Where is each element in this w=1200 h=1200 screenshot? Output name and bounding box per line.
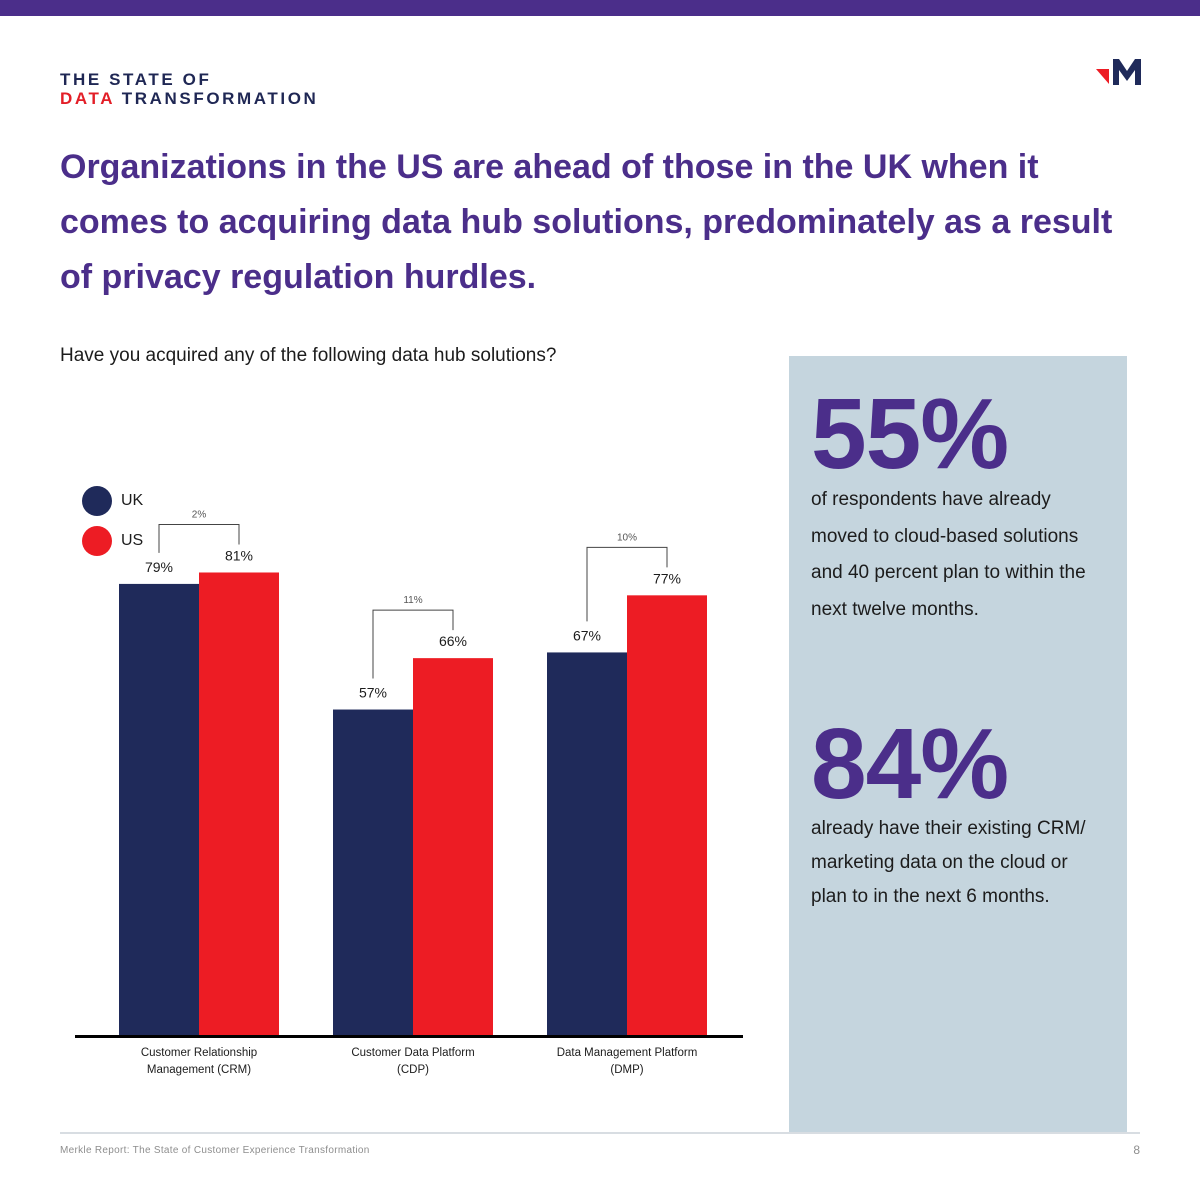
chart-plot: 79% 81% 2% Customer Relationship Management … xyxy=(75,509,743,1076)
stat-text-line: next twelve months. xyxy=(811,598,979,620)
brand-line-1: THE STATE OF xyxy=(60,70,212,89)
footer-divider xyxy=(60,1132,1140,1134)
brand-rest: TRANSFORMATION xyxy=(114,89,319,108)
stat-text-line: of respondents have already xyxy=(811,489,1051,510)
brand-highlight: DATA xyxy=(60,89,115,108)
category-label: Data Management Platform xyxy=(557,1047,698,1059)
stat-text-cloud-solutions: of respondents have already moved to clo… xyxy=(811,482,1116,628)
category-label: Customer Relationship xyxy=(141,1047,257,1059)
data-label: 77% xyxy=(653,570,681,586)
stat-text-line: already have their existing CRM/ xyxy=(811,818,1086,839)
stat-text-line: plan to in the next 6 months. xyxy=(811,886,1050,907)
bar-uk-0 xyxy=(119,583,199,1035)
legend-swatch-uk xyxy=(82,486,112,516)
legend-item-us: US xyxy=(82,526,143,556)
chart-question: Have you acquired any of the following d… xyxy=(60,345,557,366)
bar-uk-1 xyxy=(333,709,413,1035)
page-number: 8 xyxy=(1133,1143,1140,1157)
data-label: 57% xyxy=(359,685,387,701)
data-label: 79% xyxy=(145,559,173,575)
stat-value-cloud-solutions: 55% xyxy=(811,378,1009,490)
data-label: 66% xyxy=(439,633,467,649)
report-brand: THE STATE OF DATA TRANSFORMATION xyxy=(60,70,318,108)
legend-swatch-us xyxy=(82,526,112,556)
difference-bracket xyxy=(586,546,668,622)
legend-label-uk: UK xyxy=(121,492,144,509)
bar-chart: UK US 79% 81% 2% Customer Relationship Manag… xyxy=(60,470,760,1090)
stat-text-crm-cloud: already have their existing CRM/ marketi… xyxy=(811,812,1116,914)
stat-text-line: moved to cloud-based solutions xyxy=(811,525,1079,547)
stat-value-crm-cloud: 84% xyxy=(811,708,1009,820)
category-label: Management (CRM) xyxy=(147,1064,251,1076)
category-label: (CDP) xyxy=(397,1064,429,1076)
merkle-logo-icon xyxy=(1096,59,1141,85)
legend-item-uk: UK xyxy=(82,486,143,516)
footer-report-title: Merkle Report: The State of Customer Exp… xyxy=(60,1145,370,1156)
legend-label-us: US xyxy=(121,532,144,549)
data-label: 81% xyxy=(225,547,253,563)
data-label: 67% xyxy=(573,627,601,643)
bar-us-0 xyxy=(199,572,279,1035)
category-label: (DMP) xyxy=(610,1064,643,1076)
difference-label: 10% xyxy=(617,532,637,543)
stat-text-line: and 40 percent plan to within the xyxy=(811,562,1086,583)
brand-line-2: DATA TRANSFORMATION xyxy=(60,89,318,108)
difference-bracket xyxy=(158,523,240,553)
stat-text-line: marketing data on the cloud or xyxy=(811,852,1068,873)
category-label: Customer Data Platform xyxy=(351,1047,474,1059)
bar-us-2 xyxy=(627,595,707,1035)
difference-bracket xyxy=(372,609,454,679)
bar-uk-2 xyxy=(547,652,627,1035)
difference-label: 11% xyxy=(403,595,422,606)
top-accent-bar xyxy=(0,0,1200,16)
difference-label: 2% xyxy=(192,509,207,520)
page-headline: Organizations in the US are ahead of tho… xyxy=(60,148,1113,296)
stats-panel: 55% of respondents have already moved to… xyxy=(789,356,1127,1133)
bar-us-1 xyxy=(413,658,493,1035)
